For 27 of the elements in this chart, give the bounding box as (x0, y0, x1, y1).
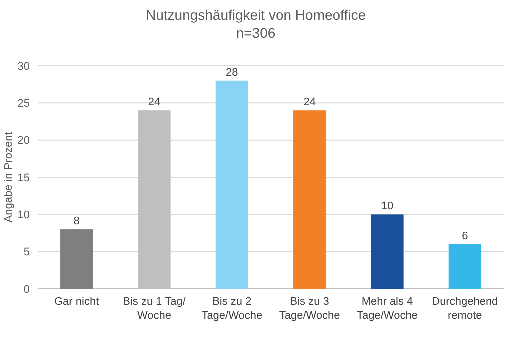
bar (294, 110, 326, 289)
bar (216, 80, 248, 289)
chart-subtitle: n=306 (236, 25, 276, 41)
y-tick-label: 20 (18, 135, 30, 148)
x-tick-label: Bis zu 3 Tage/Woche (279, 296, 340, 322)
data-label: 6 (462, 230, 468, 242)
y-tick-label: 5 (24, 246, 30, 259)
bar (60, 230, 94, 289)
y-tick-label: 10 (18, 210, 30, 222)
data-label: 8 (74, 216, 80, 228)
y-tick-label: 25 (18, 98, 30, 110)
data-label: 24 (304, 96, 316, 109)
y-tick-label: 0 (24, 284, 30, 296)
x-tick-label: Bis zu 2 Tage/Woche (202, 296, 263, 322)
data-label: 10 (381, 200, 394, 213)
y-axis-title: Angabe in Prozent (3, 132, 15, 223)
x-tick-label: Mehr als 4 Tage/Woche (357, 296, 418, 322)
y-tick-label: 30 (18, 60, 30, 73)
x-tick-label: Bis zu 1 Tag/Woche (123, 296, 187, 322)
x-tick-label: Gar nicht (54, 296, 100, 308)
bar (448, 244, 482, 289)
y-tick-label: 15 (18, 172, 30, 184)
x-tick-label: Durchgehend remote (432, 296, 498, 322)
chart-title: Nutzungshäufigkeit von Homeoffice (146, 7, 366, 23)
bar (371, 214, 404, 289)
data-label: 28 (226, 66, 238, 79)
data-label: 24 (148, 96, 161, 109)
